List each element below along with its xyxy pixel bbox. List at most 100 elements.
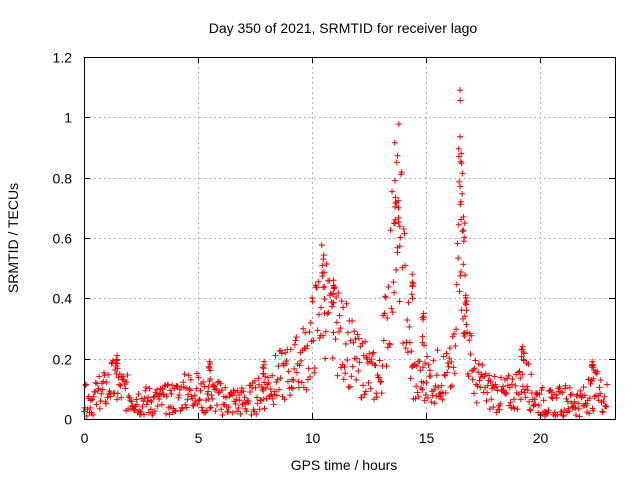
data-point bbox=[543, 410, 550, 417]
data-point bbox=[271, 388, 278, 395]
data-point bbox=[252, 384, 259, 391]
data-point bbox=[471, 365, 478, 372]
data-point bbox=[309, 298, 316, 305]
data-point bbox=[487, 378, 494, 385]
data-point bbox=[375, 374, 382, 381]
data-point bbox=[160, 391, 167, 398]
data-point bbox=[406, 339, 413, 346]
data-point bbox=[600, 398, 607, 405]
data-point bbox=[269, 395, 276, 402]
data-point bbox=[232, 400, 239, 407]
data-point bbox=[514, 406, 521, 413]
data-point bbox=[213, 385, 220, 392]
data-point bbox=[525, 361, 532, 368]
data-point bbox=[118, 394, 125, 401]
data-point bbox=[272, 352, 279, 359]
data-point bbox=[161, 383, 168, 390]
data-point bbox=[493, 409, 500, 416]
data-point bbox=[318, 304, 325, 311]
data-point bbox=[119, 376, 126, 383]
data-point bbox=[422, 360, 429, 367]
data-point bbox=[499, 383, 506, 390]
data-point bbox=[368, 356, 375, 363]
data-point bbox=[278, 347, 285, 354]
data-point bbox=[283, 357, 290, 364]
data-point bbox=[225, 404, 232, 411]
data-point bbox=[235, 404, 242, 411]
data-point bbox=[459, 170, 466, 177]
data-point bbox=[392, 220, 399, 227]
data-point bbox=[229, 392, 236, 399]
data-point bbox=[509, 376, 516, 383]
data-point bbox=[236, 397, 243, 404]
data-point bbox=[526, 398, 533, 405]
data-point bbox=[122, 385, 129, 392]
data-point bbox=[350, 339, 357, 346]
data-point bbox=[259, 364, 266, 371]
data-point bbox=[275, 363, 282, 370]
data-point bbox=[192, 397, 199, 404]
data-point bbox=[457, 133, 464, 140]
data-point bbox=[116, 381, 123, 388]
data-point bbox=[291, 365, 298, 372]
data-point bbox=[241, 394, 248, 401]
data-point bbox=[175, 394, 182, 401]
data-point bbox=[448, 358, 455, 365]
data-point bbox=[96, 373, 103, 380]
y-axis-label: SRMTID / TECUs bbox=[5, 183, 21, 293]
data-point bbox=[313, 284, 320, 291]
data-point bbox=[345, 384, 352, 391]
data-point bbox=[125, 393, 132, 400]
data-point bbox=[257, 397, 264, 404]
data-point bbox=[315, 311, 322, 318]
data-point bbox=[476, 377, 483, 384]
data-point bbox=[355, 367, 362, 374]
data-point bbox=[469, 376, 476, 383]
data-point bbox=[420, 364, 427, 371]
data-point bbox=[337, 325, 344, 332]
data-point bbox=[388, 305, 395, 312]
data-point bbox=[401, 230, 408, 237]
data-point bbox=[185, 391, 192, 398]
data-point bbox=[358, 394, 365, 401]
data-point bbox=[456, 288, 463, 295]
data-point bbox=[165, 381, 172, 388]
data-point bbox=[409, 279, 416, 286]
data-point bbox=[603, 403, 610, 410]
data-point bbox=[424, 394, 431, 401]
data-point bbox=[445, 363, 452, 370]
data-point bbox=[160, 391, 167, 398]
data-point bbox=[117, 382, 124, 389]
data-point bbox=[599, 409, 606, 416]
data-point bbox=[126, 394, 133, 401]
data-point bbox=[340, 304, 347, 311]
data-point bbox=[318, 242, 325, 249]
data-point bbox=[314, 327, 321, 334]
data-point bbox=[473, 399, 480, 406]
data-point bbox=[460, 238, 467, 245]
data-point bbox=[222, 394, 229, 401]
data-point bbox=[341, 364, 348, 371]
data-point bbox=[213, 402, 220, 409]
data-point bbox=[260, 370, 267, 377]
data-point bbox=[575, 405, 582, 412]
data-point bbox=[384, 315, 391, 322]
data-point bbox=[390, 279, 397, 286]
data-point bbox=[141, 395, 148, 402]
data-point bbox=[464, 329, 471, 336]
data-point bbox=[394, 152, 401, 159]
axis-ticks bbox=[84, 57, 615, 420]
data-point bbox=[503, 390, 510, 397]
data-point bbox=[590, 407, 597, 414]
data-point bbox=[454, 240, 461, 247]
data-point bbox=[169, 382, 176, 389]
data-point bbox=[336, 312, 343, 319]
data-point bbox=[488, 396, 495, 403]
y-tick-label: 1.2 bbox=[53, 50, 73, 66]
data-point bbox=[554, 411, 561, 418]
data-point bbox=[296, 362, 303, 369]
data-point bbox=[142, 387, 149, 394]
data-point bbox=[97, 398, 104, 405]
data-point bbox=[588, 361, 595, 368]
data-point bbox=[389, 309, 396, 316]
